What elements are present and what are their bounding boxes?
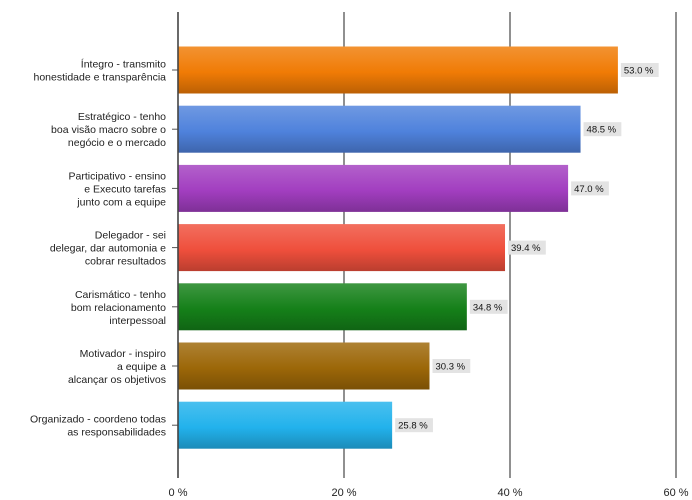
bar-3 [178,164,569,212]
category-label-line: bom relacionamento [71,302,166,314]
data-label-7: 25.8 % [398,421,428,432]
data-label-bg-7 [395,418,433,433]
data-label-3: 47.0 % [574,184,604,195]
category-label-line: as responsabilidades [67,427,166,439]
bar-6 [178,342,430,390]
category-label-line: boa visão macro sobre o [51,124,166,136]
bar-7 [178,401,393,449]
category-label-line: Motivador - inspiro [80,348,167,360]
bar-2 [178,105,581,153]
category-label-2: Estratégico - tenho boa visão macro sobre… [51,111,166,149]
category-label-line: alcançar os objetivos [68,374,166,386]
category-label-line: Participativo - ensino [69,170,167,182]
category-label-line: interpessoal [109,315,166,327]
x-tick-label-20: 20 % [331,487,356,499]
data-label-5: 34.8 % [473,302,503,313]
data-label-6: 30.3 % [435,362,465,373]
category-label-6: Motivador - inspiro a equipe a alcançar os… [68,348,166,386]
data-label-4: 39.4 % [511,243,541,254]
x-tick-label-60: 60 % [663,487,688,499]
category-label-line: Delegador - sei [95,230,166,242]
category-label-line: delegar, dar automonia e [50,243,166,255]
data-label-bg-1 [620,63,659,77]
data-label-1: 53.0 % [624,66,654,77]
category-label-line: negócio e o mercado [68,137,166,149]
bar-4 [178,224,506,272]
category-label-line: a equipe a [117,361,166,373]
bar-1 [178,46,618,94]
data-label-2: 48.5 % [587,125,617,136]
x-tick-label-40: 40 % [497,487,522,499]
data-label-bg-4 [508,240,546,255]
category-label-line: Organizado - coordeno todas [30,414,166,426]
bar-5 [178,283,467,331]
category-label-line: Íntegro - transmito [81,58,166,71]
axes [172,12,179,478]
data-label-bg-3 [571,181,609,196]
data-label-bg-6 [432,359,471,373]
data-label-bg-2 [583,122,622,137]
data-label-bg-5 [469,299,508,314]
bars [178,46,618,449]
category-label-line: cobrar resultados [85,256,166,268]
category-label-5: Carismático - tenho bom relacionamento int… [71,289,166,327]
category-label-1: Íntegro - transmito honestidade e transpa… [33,58,166,84]
category-label-line: honestidade e transparência [33,72,166,84]
category-label-3: Participativo - ensino e Executo tarefas j… [69,170,167,208]
x-tick-label-0: 0 % [169,487,188,499]
category-label-line: junto com a equipe [76,196,166,208]
category-label-line: Carismático - tenho [75,289,166,301]
category-label-line: Estratégico - tenho [78,111,166,123]
category-label-7: Organizado - coordeno todas as responsabi… [30,414,166,439]
labels: 53.0 % Íntegro - transmito honestidade e t… [30,58,689,500]
category-label-line: e Executo tarefas [84,183,166,195]
